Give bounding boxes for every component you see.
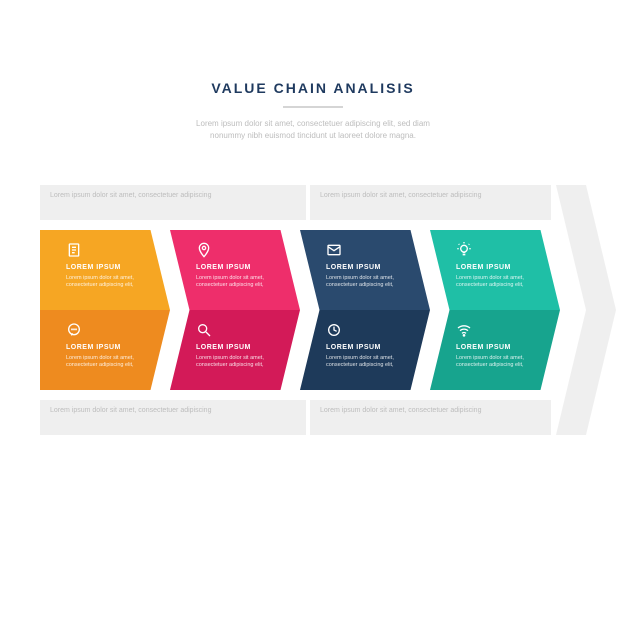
wifi-icon	[456, 322, 548, 340]
support-box: Lorem ipsum dolor sit amet, consectetuer…	[310, 400, 555, 435]
search-icon	[196, 322, 288, 340]
segment-label: LOREM IPSUM	[66, 264, 158, 271]
segment-top: LOREM IPSUM Lorem ipsum dolor sit amet, …	[300, 230, 430, 310]
document-icon	[66, 242, 158, 260]
subtitle-line-2: nonummy nibh euismod tincidunt ut laoree…	[0, 130, 626, 142]
segment-desc: Lorem ipsum dolor sit amet, consectetuer…	[66, 355, 158, 369]
support-box: Lorem ipsum dolor sit amet, consectetuer…	[40, 185, 310, 220]
segment-desc: Lorem ipsum dolor sit amet, consectetuer…	[456, 275, 548, 289]
support-row-top: Lorem ipsum dolor sit amet, consectetuer…	[40, 185, 555, 220]
segment-top: LOREM IPSUM Lorem ipsum dolor sit amet, …	[430, 230, 560, 310]
support-row-bottom: Lorem ipsum dolor sit amet, consectetuer…	[40, 400, 555, 435]
segment-label: LOREM IPSUM	[326, 264, 418, 271]
support-box: Lorem ipsum dolor sit amet, consectetuer…	[310, 185, 555, 220]
segment-desc: Lorem ipsum dolor sit amet, consectetuer…	[196, 355, 288, 369]
segment-label: LOREM IPSUM	[196, 264, 288, 271]
segment-desc: Lorem ipsum dolor sit amet, consectetuer…	[456, 355, 548, 369]
primary-activities-row: LOREM IPSUM Lorem ipsum dolor sit amet, …	[40, 230, 560, 390]
segment-desc: Lorem ipsum dolor sit amet, consectetuer…	[196, 275, 288, 289]
subtitle-line-1: Lorem ipsum dolor sit amet, consectetuer…	[0, 118, 626, 130]
header: VALUE CHAIN ANALISIS Lorem ipsum dolor s…	[0, 80, 626, 142]
chevron-segment: LOREM IPSUM Lorem ipsum dolor sit amet, …	[430, 230, 560, 390]
pin-icon	[196, 242, 288, 260]
chevron-segment: LOREM IPSUM Lorem ipsum dolor sit amet, …	[40, 230, 170, 390]
end-chevron	[556, 185, 616, 435]
segment-bottom: LOREM IPSUM Lorem ipsum dolor sit amet, …	[430, 310, 560, 390]
support-box: Lorem ipsum dolor sit amet, consectetuer…	[40, 400, 310, 435]
segment-label: LOREM IPSUM	[456, 344, 548, 351]
segment-desc: Lorem ipsum dolor sit amet, consectetuer…	[66, 275, 158, 289]
chat-icon	[66, 322, 158, 340]
segment-bottom: LOREM IPSUM Lorem ipsum dolor sit amet, …	[300, 310, 430, 390]
segment-label: LOREM IPSUM	[196, 344, 288, 351]
segment-bottom: LOREM IPSUM Lorem ipsum dolor sit amet, …	[40, 310, 170, 390]
mail-icon	[326, 242, 418, 260]
segment-desc: Lorem ipsum dolor sit amet, consectetuer…	[326, 275, 418, 289]
page-title: VALUE CHAIN ANALISIS	[0, 80, 626, 96]
title-divider	[283, 106, 343, 108]
clock-icon	[326, 322, 418, 340]
segment-label: LOREM IPSUM	[66, 344, 158, 351]
value-chain-diagram: Lorem ipsum dolor sit amet, consectetuer…	[40, 185, 586, 435]
segment-bottom: LOREM IPSUM Lorem ipsum dolor sit amet, …	[170, 310, 300, 390]
chevron-segment: LOREM IPSUM Lorem ipsum dolor sit amet, …	[300, 230, 430, 390]
chevron-segment: LOREM IPSUM Lorem ipsum dolor sit amet, …	[170, 230, 300, 390]
segment-top: LOREM IPSUM Lorem ipsum dolor sit amet, …	[170, 230, 300, 310]
bulb-icon	[456, 242, 548, 260]
segment-desc: Lorem ipsum dolor sit amet, consectetuer…	[326, 355, 418, 369]
segment-top: LOREM IPSUM Lorem ipsum dolor sit amet, …	[40, 230, 170, 310]
segment-label: LOREM IPSUM	[456, 264, 548, 271]
segment-label: LOREM IPSUM	[326, 344, 418, 351]
